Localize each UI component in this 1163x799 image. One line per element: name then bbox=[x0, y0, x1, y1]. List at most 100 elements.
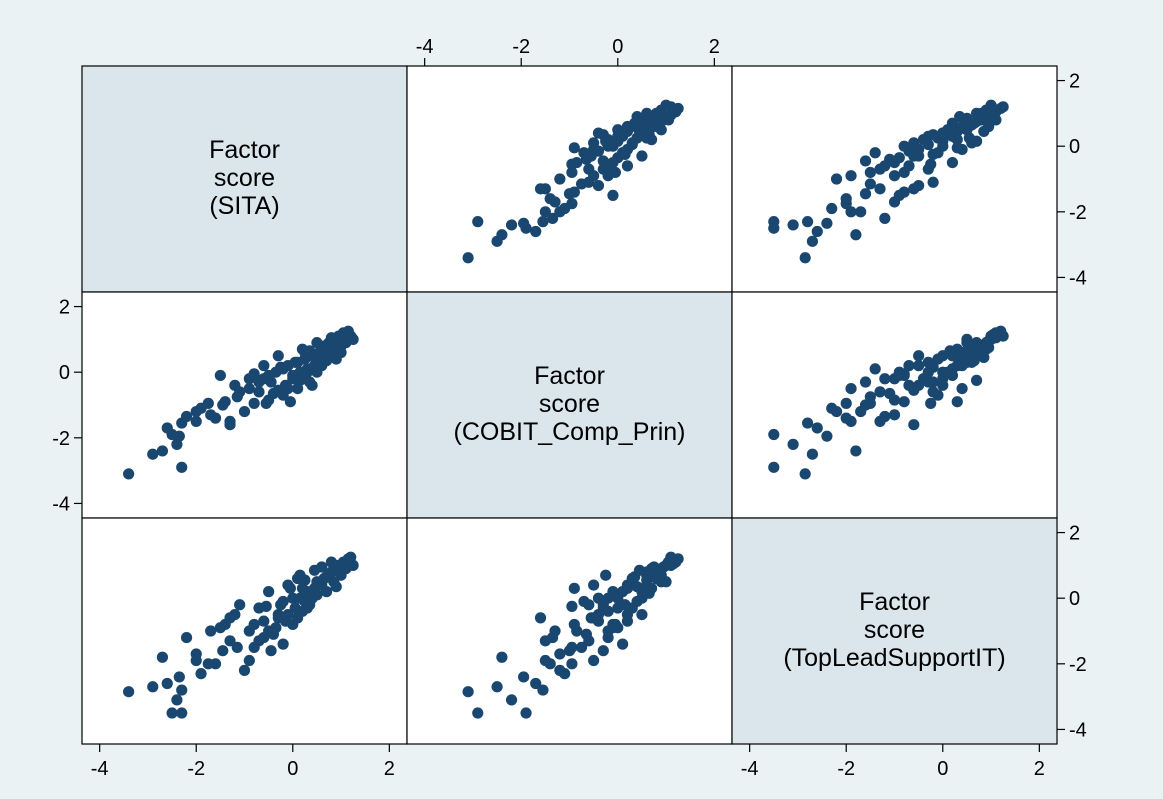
point-0-2-89 bbox=[925, 158, 937, 170]
point-2-1-22 bbox=[597, 645, 609, 657]
y-tick-label-1-2: 0 bbox=[59, 362, 70, 384]
point-0-2-14 bbox=[874, 183, 886, 195]
point-1-2-7 bbox=[821, 430, 833, 442]
point-2-1-64 bbox=[578, 595, 590, 608]
point-1-2-86 bbox=[963, 346, 975, 359]
point-1-0-82 bbox=[275, 361, 287, 373]
variable-label-2-line-1: score bbox=[864, 616, 925, 644]
point-1-2-55 bbox=[922, 376, 934, 388]
point-2-1-59 bbox=[554, 648, 566, 660]
point-2-1-80 bbox=[607, 622, 619, 634]
point-0-2-88 bbox=[951, 142, 963, 154]
point-0-2-74 bbox=[944, 129, 956, 141]
variable-label-0-line-1: score bbox=[214, 164, 275, 192]
point-2-1-6 bbox=[496, 651, 508, 663]
point-0-1-59 bbox=[554, 206, 566, 218]
point-2-0-82 bbox=[275, 599, 287, 611]
point-2-1-8 bbox=[537, 684, 549, 696]
point-2-1-74 bbox=[643, 587, 655, 599]
point-1-0-75 bbox=[320, 355, 333, 367]
point-1-2-84 bbox=[987, 328, 1000, 341]
point-2-1-84 bbox=[667, 558, 679, 570]
variable-label-1-line-1: score bbox=[539, 390, 600, 418]
point-0-1-77 bbox=[580, 153, 592, 165]
point-0-1-79 bbox=[609, 166, 621, 179]
point-2-0-80 bbox=[214, 622, 226, 634]
y-tick-label-2-3: 2 bbox=[1069, 523, 1080, 545]
point-1-2-20 bbox=[879, 373, 891, 385]
point-2-0-89 bbox=[260, 600, 272, 612]
variable-label-1-line-2: (COBIT_Comp_Prin) bbox=[454, 418, 686, 446]
point-2-1-25 bbox=[617, 638, 629, 650]
point-2-1-87 bbox=[631, 581, 643, 593]
point-2-1-12 bbox=[544, 658, 556, 670]
point-2-1-3 bbox=[505, 694, 518, 706]
point-0-2-91 bbox=[888, 196, 901, 208]
point-2-0-2 bbox=[161, 677, 173, 690]
point-1-2-11 bbox=[840, 397, 852, 409]
point-2-1-78 bbox=[600, 569, 612, 581]
point-2-0-3 bbox=[171, 694, 183, 706]
x-tick-label-2-2: 0 bbox=[937, 758, 948, 780]
point-1-0-84 bbox=[340, 328, 352, 341]
point-0-1-68 bbox=[641, 107, 653, 119]
x-tick-label-1-2: 0 bbox=[612, 36, 623, 58]
point-1-0-55 bbox=[253, 376, 265, 388]
point-2-0-14 bbox=[224, 635, 236, 647]
point-0-2-9 bbox=[845, 206, 857, 218]
variable-label-0-line-2: (SITA) bbox=[209, 192, 279, 220]
point-2-1-56 bbox=[607, 586, 619, 598]
point-0-2-86 bbox=[963, 132, 975, 144]
point-1-2-25 bbox=[869, 363, 881, 375]
point-0-2-77 bbox=[884, 153, 896, 165]
y-tick-label-0-3: 2 bbox=[1069, 71, 1080, 93]
y-tick-label-2-0: -4 bbox=[1069, 719, 1087, 741]
point-1-2-83 bbox=[978, 351, 990, 364]
point-1-0-69 bbox=[301, 366, 313, 378]
point-1-0-77 bbox=[267, 387, 280, 400]
point-0-1-3 bbox=[505, 219, 518, 231]
point-0-2-1 bbox=[806, 235, 819, 247]
point-1-2-58 bbox=[898, 396, 910, 408]
point-0-1-80 bbox=[607, 189, 619, 202]
point-1-2-12 bbox=[840, 412, 852, 424]
point-1-0-88 bbox=[284, 396, 296, 408]
point-2-0-1 bbox=[147, 681, 159, 693]
point-2-0-87 bbox=[330, 581, 342, 593]
variable-label-2-line-0: Factor bbox=[859, 588, 930, 616]
point-2-0-17 bbox=[243, 654, 255, 667]
point-1-0-1 bbox=[147, 448, 159, 460]
x-tick-label-0-0: -4 bbox=[91, 758, 109, 780]
point-0-1-78 bbox=[600, 135, 612, 147]
point-0-1-70 bbox=[621, 160, 634, 172]
point-0-2-87 bbox=[954, 111, 966, 123]
point-1-2-90 bbox=[908, 419, 920, 431]
point-2-0-84 bbox=[340, 558, 352, 570]
point-0-2-90 bbox=[908, 183, 920, 195]
point-0-1-56 bbox=[607, 156, 619, 169]
point-2-1-11 bbox=[566, 658, 578, 670]
point-2-0-69 bbox=[301, 602, 313, 614]
point-1-0-7 bbox=[173, 430, 185, 442]
point-0-2-81 bbox=[879, 212, 891, 224]
y-tick-label-1-0: -4 bbox=[52, 493, 70, 515]
point-2-0-22 bbox=[265, 645, 277, 657]
point-1-0-58 bbox=[219, 396, 231, 408]
point-2-1-72 bbox=[592, 608, 605, 621]
point-2-1-86 bbox=[641, 574, 653, 586]
point-2-0-4 bbox=[176, 707, 188, 719]
point-0-1-89 bbox=[566, 158, 578, 170]
point-2-1-63 bbox=[592, 592, 605, 604]
point-1-2-6 bbox=[850, 445, 862, 457]
point-2-0-77 bbox=[267, 628, 280, 640]
point-1-2-19 bbox=[874, 386, 886, 398]
point-0-1-8 bbox=[537, 216, 549, 228]
point-2-0-6 bbox=[156, 651, 169, 663]
point-2-0-85 bbox=[316, 561, 328, 573]
point-1-0-89 bbox=[260, 397, 272, 409]
point-2-0-76 bbox=[330, 561, 342, 573]
point-0-2-69 bbox=[922, 130, 934, 142]
point-2-0-5 bbox=[166, 707, 178, 719]
point-1-2-2 bbox=[811, 422, 823, 434]
point-1-2-18 bbox=[864, 397, 876, 409]
